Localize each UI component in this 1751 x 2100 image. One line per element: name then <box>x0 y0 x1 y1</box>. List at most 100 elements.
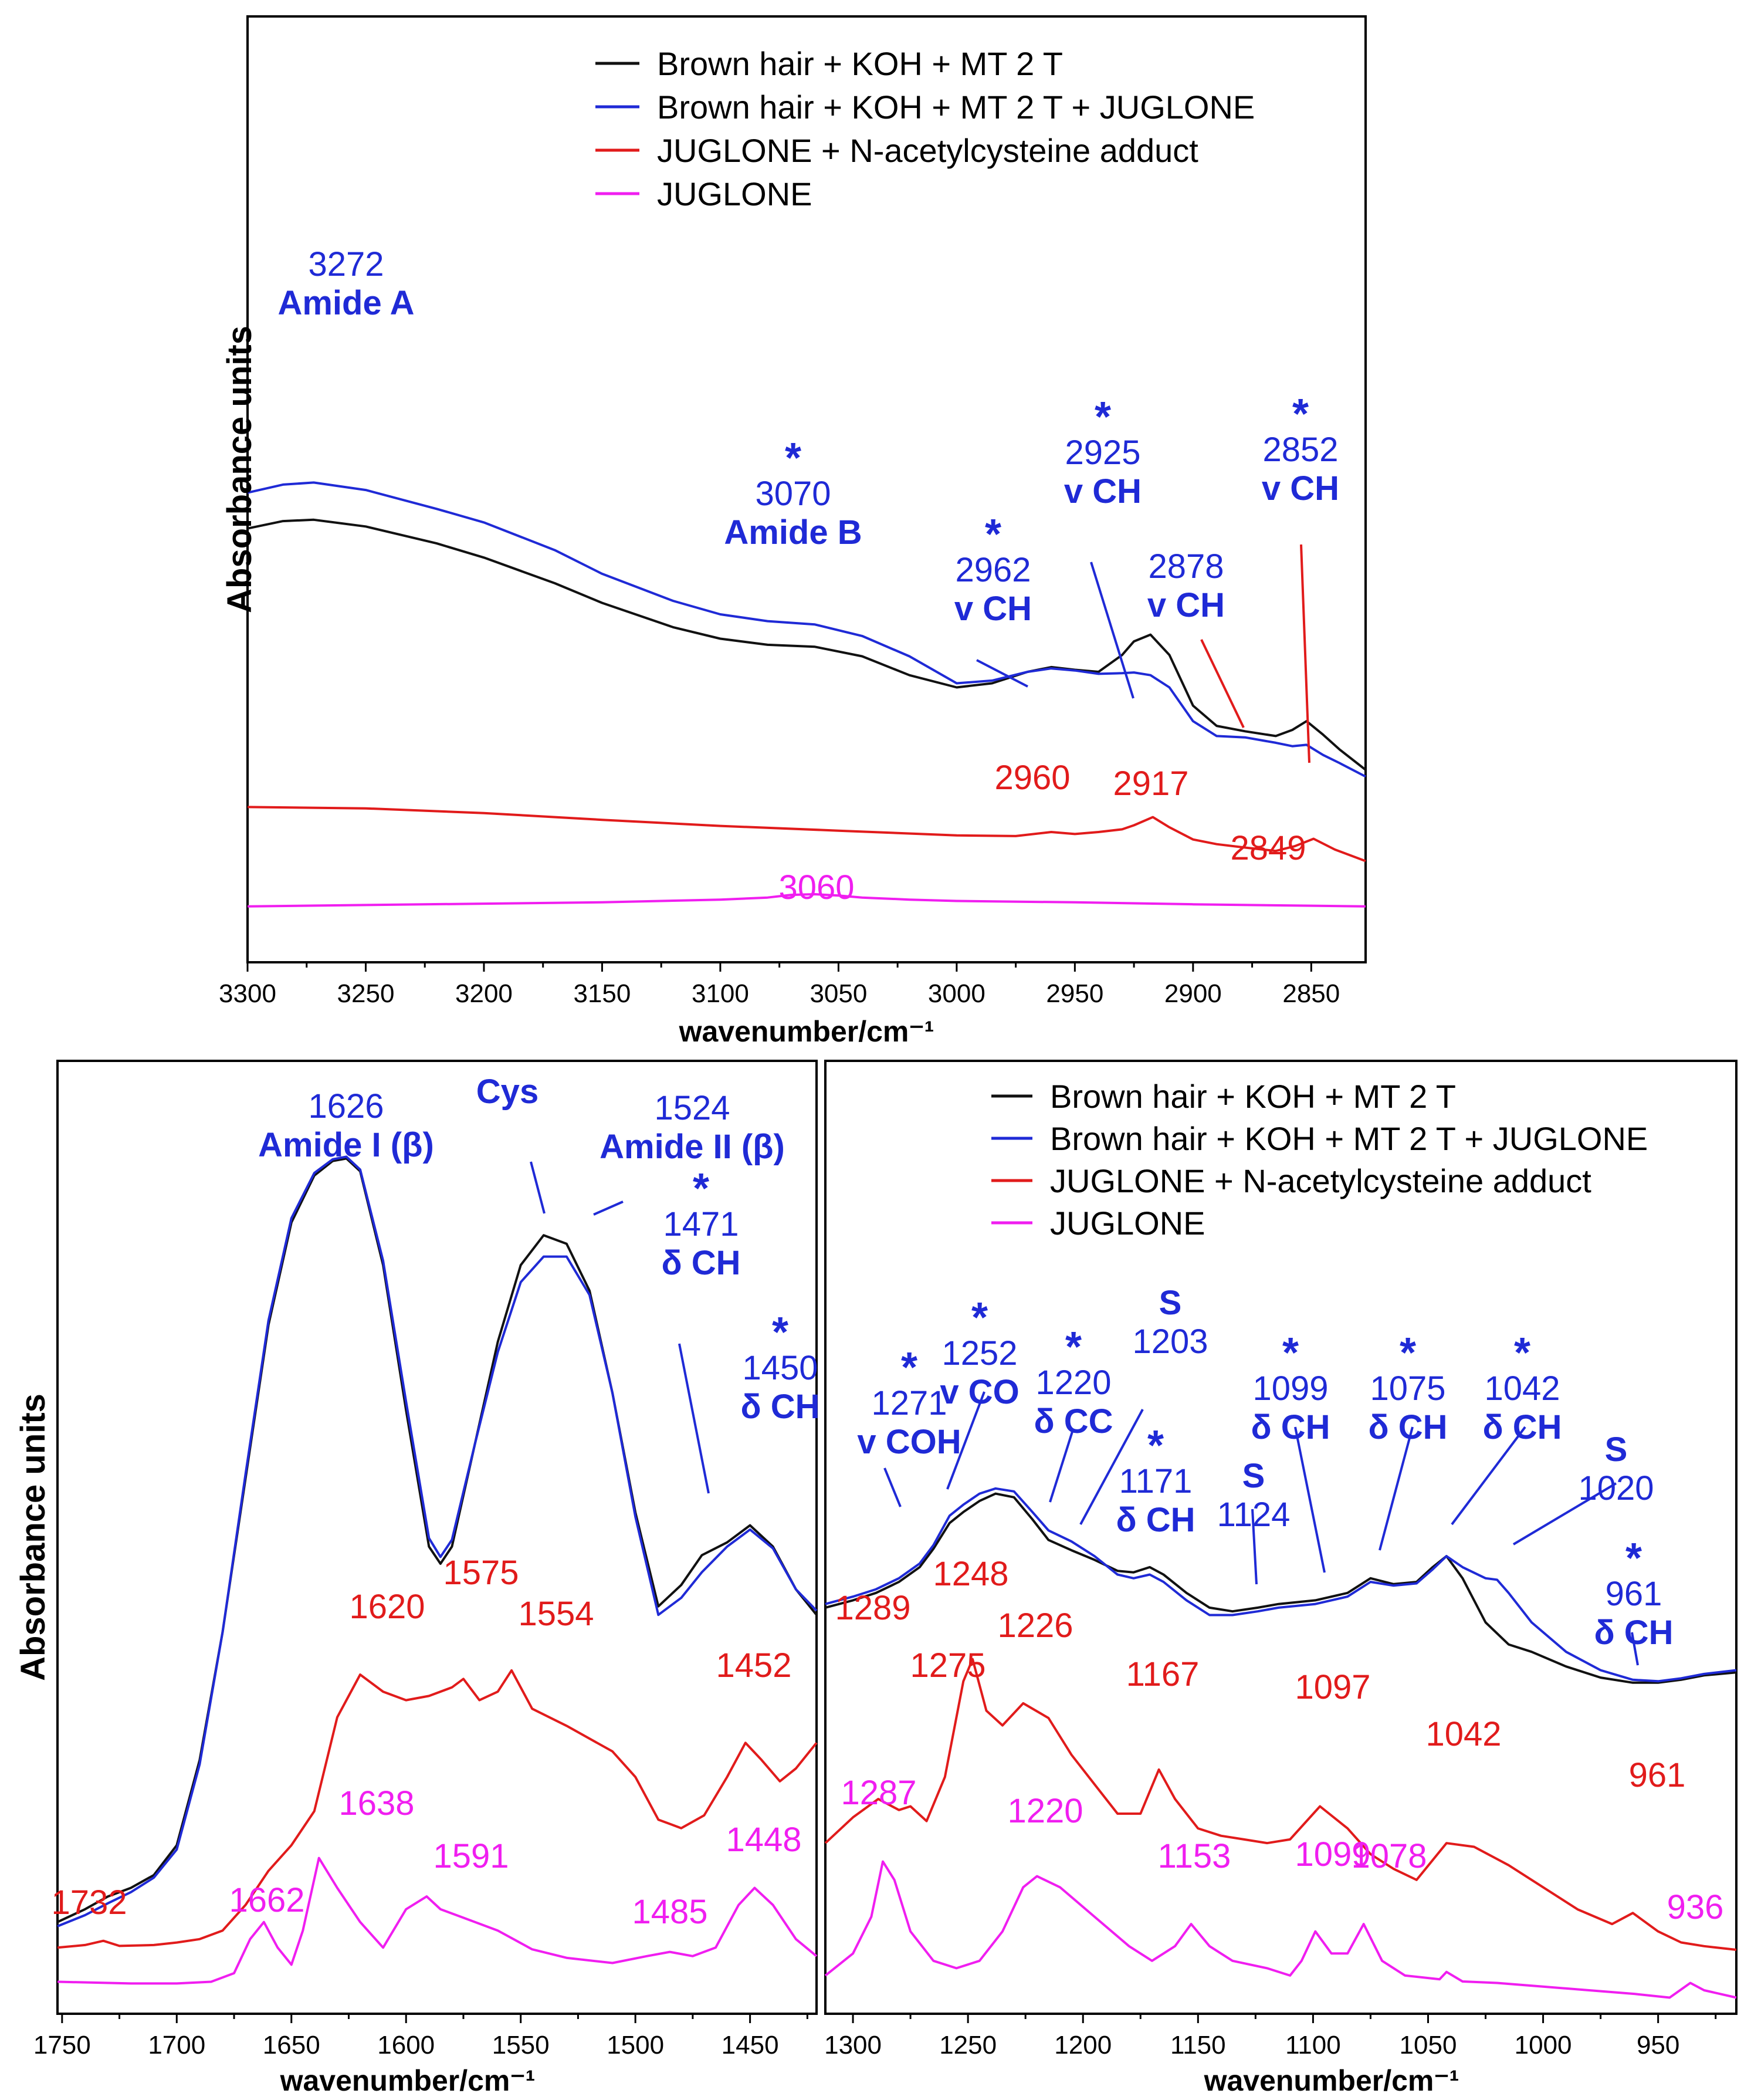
annotation-leader-bottom-left-3 <box>678 1343 710 1494</box>
chart-bottom-left: 1750 1700 1650 1600 1550 1500 1450 wavenumber/c… <box>14 1060 820 2097</box>
peak-label-bottom-right-10-0: * <box>1625 1535 1642 1582</box>
chart-bottom-right: 1300 1250 1200 1150 1100 1050 1000 950 wavenumbe… <box>824 1060 1738 2097</box>
peak-label-bottom-left-2-0: 1524 <box>654 1089 730 1127</box>
peak-label-bottom-right-8-0: * <box>1514 1330 1530 1377</box>
peak-label-bottom-right-16-0: 1097 <box>1295 1668 1370 1706</box>
peak-label-bottom-left-14-0: 1448 <box>726 1821 801 1859</box>
series-line-bottom-right-3 <box>824 1860 1737 1999</box>
x-tick-label-bottom-right-1000: 1000 <box>1515 2031 1572 2060</box>
chart-top: 3300 3250 3200 3150 3100 3050 3000 2950 2900 2850… <box>219 15 1367 1048</box>
peak-label-bottom-right-6-2: δ CH <box>1251 1408 1330 1446</box>
annotation-leader-bottom-left-2 <box>593 1201 624 1216</box>
peak-label-bottom-left-4-1: 1450 <box>742 1349 818 1387</box>
peak-label-bottom-right-3-1: 1203 <box>1132 1323 1208 1361</box>
peak-label-top-2-1: 2962 <box>955 551 1031 589</box>
peak-label-bottom-left-1-0: Cys <box>476 1073 538 1111</box>
x-tick-label-bottom-left-1550: 1550 <box>492 2031 550 2060</box>
peak-label-bottom-left-10-0: 1638 <box>338 1784 414 1822</box>
x-tick-label-top-3050: 3050 <box>810 979 867 1008</box>
x-tick-label-top-3100: 3100 <box>692 979 749 1008</box>
x-axis-title-bottom-left: wavenumber/cm⁻¹ <box>280 2064 536 2097</box>
y-axis-title-bottom-left: Absorbance units <box>14 1394 52 1681</box>
peak-label-top-3-0: * <box>1095 394 1111 441</box>
annotation-leader-bottom-right-6 <box>1294 1426 1326 1573</box>
peak-label-bottom-left-2-1: Amide II (β) <box>600 1128 785 1166</box>
peak-label-top-0-1: Amide A <box>277 284 414 322</box>
annotation-leader-top-7 <box>1300 544 1310 763</box>
peak-label-bottom-right-1-1: 1252 <box>941 1334 1017 1372</box>
peak-label-top-8-0: 2849 <box>1230 829 1306 867</box>
peak-label-bottom-right-19-0: 1287 <box>841 1774 916 1812</box>
peak-label-bottom-right-5-1: 1124 <box>1217 1496 1291 1534</box>
peak-label-bottom-right-13-0: 1275 <box>910 1646 985 1685</box>
peak-label-bottom-right-9-0: S <box>1605 1431 1628 1469</box>
peak-label-bottom-right-8-1: 1042 <box>1484 1369 1560 1408</box>
peak-label-bottom-right-23-0: 1078 <box>1351 1837 1427 1875</box>
peak-label-top-5-1: 2852 <box>1262 431 1338 469</box>
peak-label-bottom-right-2-0: * <box>1065 1324 1082 1371</box>
peak-label-top-3-2: v CH <box>1064 472 1142 510</box>
peak-label-bottom-right-1-2: v CO <box>940 1373 1019 1411</box>
peak-label-bottom-left-13-0: 1485 <box>632 1893 707 1931</box>
peak-label-bottom-right-8-2: δ CH <box>1482 1408 1562 1446</box>
peak-label-bottom-right-11-0: 1289 <box>835 1589 910 1627</box>
peak-label-bottom-right-21-0: 1153 <box>1158 1837 1231 1875</box>
legend-right-label-blue: Brown hair + KOH + MT 2 T + JUGLONE <box>1050 1120 1648 1157</box>
series-line-top-3 <box>247 893 1366 908</box>
x-tick-label-top-2900: 2900 <box>1164 979 1222 1008</box>
x-axis-title-top: wavenumber/cm⁻¹ <box>679 1015 934 1048</box>
peak-label-bottom-right-12-0: 1248 <box>933 1555 1008 1593</box>
x-tick-label-bottom-left-1450: 1450 <box>722 2031 779 2060</box>
x-tick-label-bottom-right-1050: 1050 <box>1400 2031 1457 2060</box>
peak-label-top-9-0: 3060 <box>778 868 854 907</box>
peak-label-top-5-2: v CH <box>1262 469 1339 508</box>
x-tick-label-top-3300: 3300 <box>219 979 276 1008</box>
peak-label-top-1-2: Amide B <box>724 513 862 552</box>
annotation-leader-bottom-right-1 <box>946 1391 985 1490</box>
x-tick-label-bottom-right-1100: 1100 <box>1285 2031 1341 2060</box>
peak-label-top-7-0: 2917 <box>1113 765 1188 803</box>
peak-label-bottom-right-14-0: 1226 <box>997 1607 1073 1645</box>
series-line-bottom-left-1 <box>57 1155 818 1927</box>
peak-label-bottom-left-3-0: * <box>693 1165 709 1212</box>
peak-label-bottom-right-7-2: δ CH <box>1368 1408 1447 1446</box>
x-tick-label-bottom-left-1750: 1750 <box>33 2031 91 2060</box>
x-tick-label-bottom-right-1200: 1200 <box>1054 2031 1112 2060</box>
x-tick-label-bottom-left-1700: 1700 <box>148 2031 205 2060</box>
peak-label-bottom-left-11-0: 1591 <box>433 1837 509 1875</box>
peak-label-bottom-left-3-2: δ CH <box>661 1244 740 1282</box>
peak-label-bottom-left-12-0: 1662 <box>229 1881 304 1919</box>
annotation-leader-bottom-right-5 <box>1251 1509 1258 1585</box>
series-line-bottom-right-2 <box>824 1658 1737 1951</box>
annotation-leader-bottom-right-9 <box>1512 1482 1617 1546</box>
series-line-top-2 <box>247 806 1366 863</box>
legend-top: Brown hair + KOH + MT 2 T Brown hair + K… <box>595 45 1255 212</box>
peak-label-bottom-right-1-0: * <box>971 1294 988 1341</box>
peak-label-top-0-0: 3272 <box>308 245 384 283</box>
legend-right-label-black: Brown hair + KOH + MT 2 T <box>1050 1078 1456 1115</box>
peak-label-bottom-right-18-0: 961 <box>1629 1756 1686 1794</box>
peak-label-bottom-left-6-0: 1575 <box>443 1554 519 1592</box>
annotation-leader-bottom-right-2 <box>1049 1431 1073 1503</box>
y-axis-title-top: Absorbance units <box>221 326 259 613</box>
legend-bottom-right: Brown hair + KOH + MT 2 T Brown hair + K… <box>991 1078 1648 1242</box>
peak-label-bottom-right-3-0: S <box>1159 1284 1182 1322</box>
x-tick-label-top-2850: 2850 <box>1282 979 1340 1008</box>
series-line-top-1 <box>247 481 1366 778</box>
peak-label-bottom-left-9-0: 1732 <box>51 1883 127 1922</box>
peak-label-bottom-right-9-1: 1020 <box>1578 1469 1654 1507</box>
x-tick-label-top-3150: 3150 <box>573 979 631 1008</box>
peak-label-bottom-right-24-0: 936 <box>1667 1888 1724 1926</box>
legend-top-label-magenta: JUGLONE <box>657 175 812 212</box>
peak-label-bottom-right-0-0: * <box>901 1344 917 1391</box>
peak-label-bottom-right-5-0: S <box>1242 1457 1265 1495</box>
x-tick-label-bottom-right-950: 950 <box>1637 2031 1679 2060</box>
annotation-leader-bottom-right-0 <box>883 1467 902 1507</box>
x-tick-label-bottom-right-1300: 1300 <box>824 2031 882 2060</box>
peak-label-bottom-left-4-2: δ CH <box>740 1388 819 1426</box>
x-tick-label-bottom-right-1250: 1250 <box>939 2031 997 2060</box>
peak-label-bottom-left-5-0: 1620 <box>349 1588 425 1626</box>
peak-label-bottom-right-0-1: 1271 <box>871 1384 947 1422</box>
peak-label-bottom-right-22-0: 1099 <box>1295 1835 1370 1874</box>
